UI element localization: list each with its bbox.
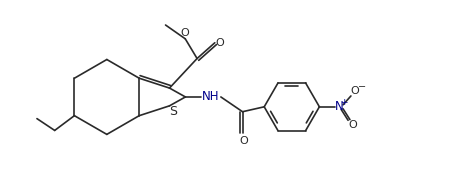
Text: N: N (335, 100, 344, 113)
Text: NH: NH (202, 91, 220, 103)
Text: O: O (215, 38, 224, 48)
Text: −: − (358, 82, 366, 92)
Text: +: + (340, 98, 348, 107)
Text: O: O (180, 28, 189, 38)
Text: O: O (350, 86, 359, 96)
Text: O: O (239, 136, 248, 146)
Text: S: S (169, 105, 178, 118)
Text: O: O (349, 119, 357, 130)
